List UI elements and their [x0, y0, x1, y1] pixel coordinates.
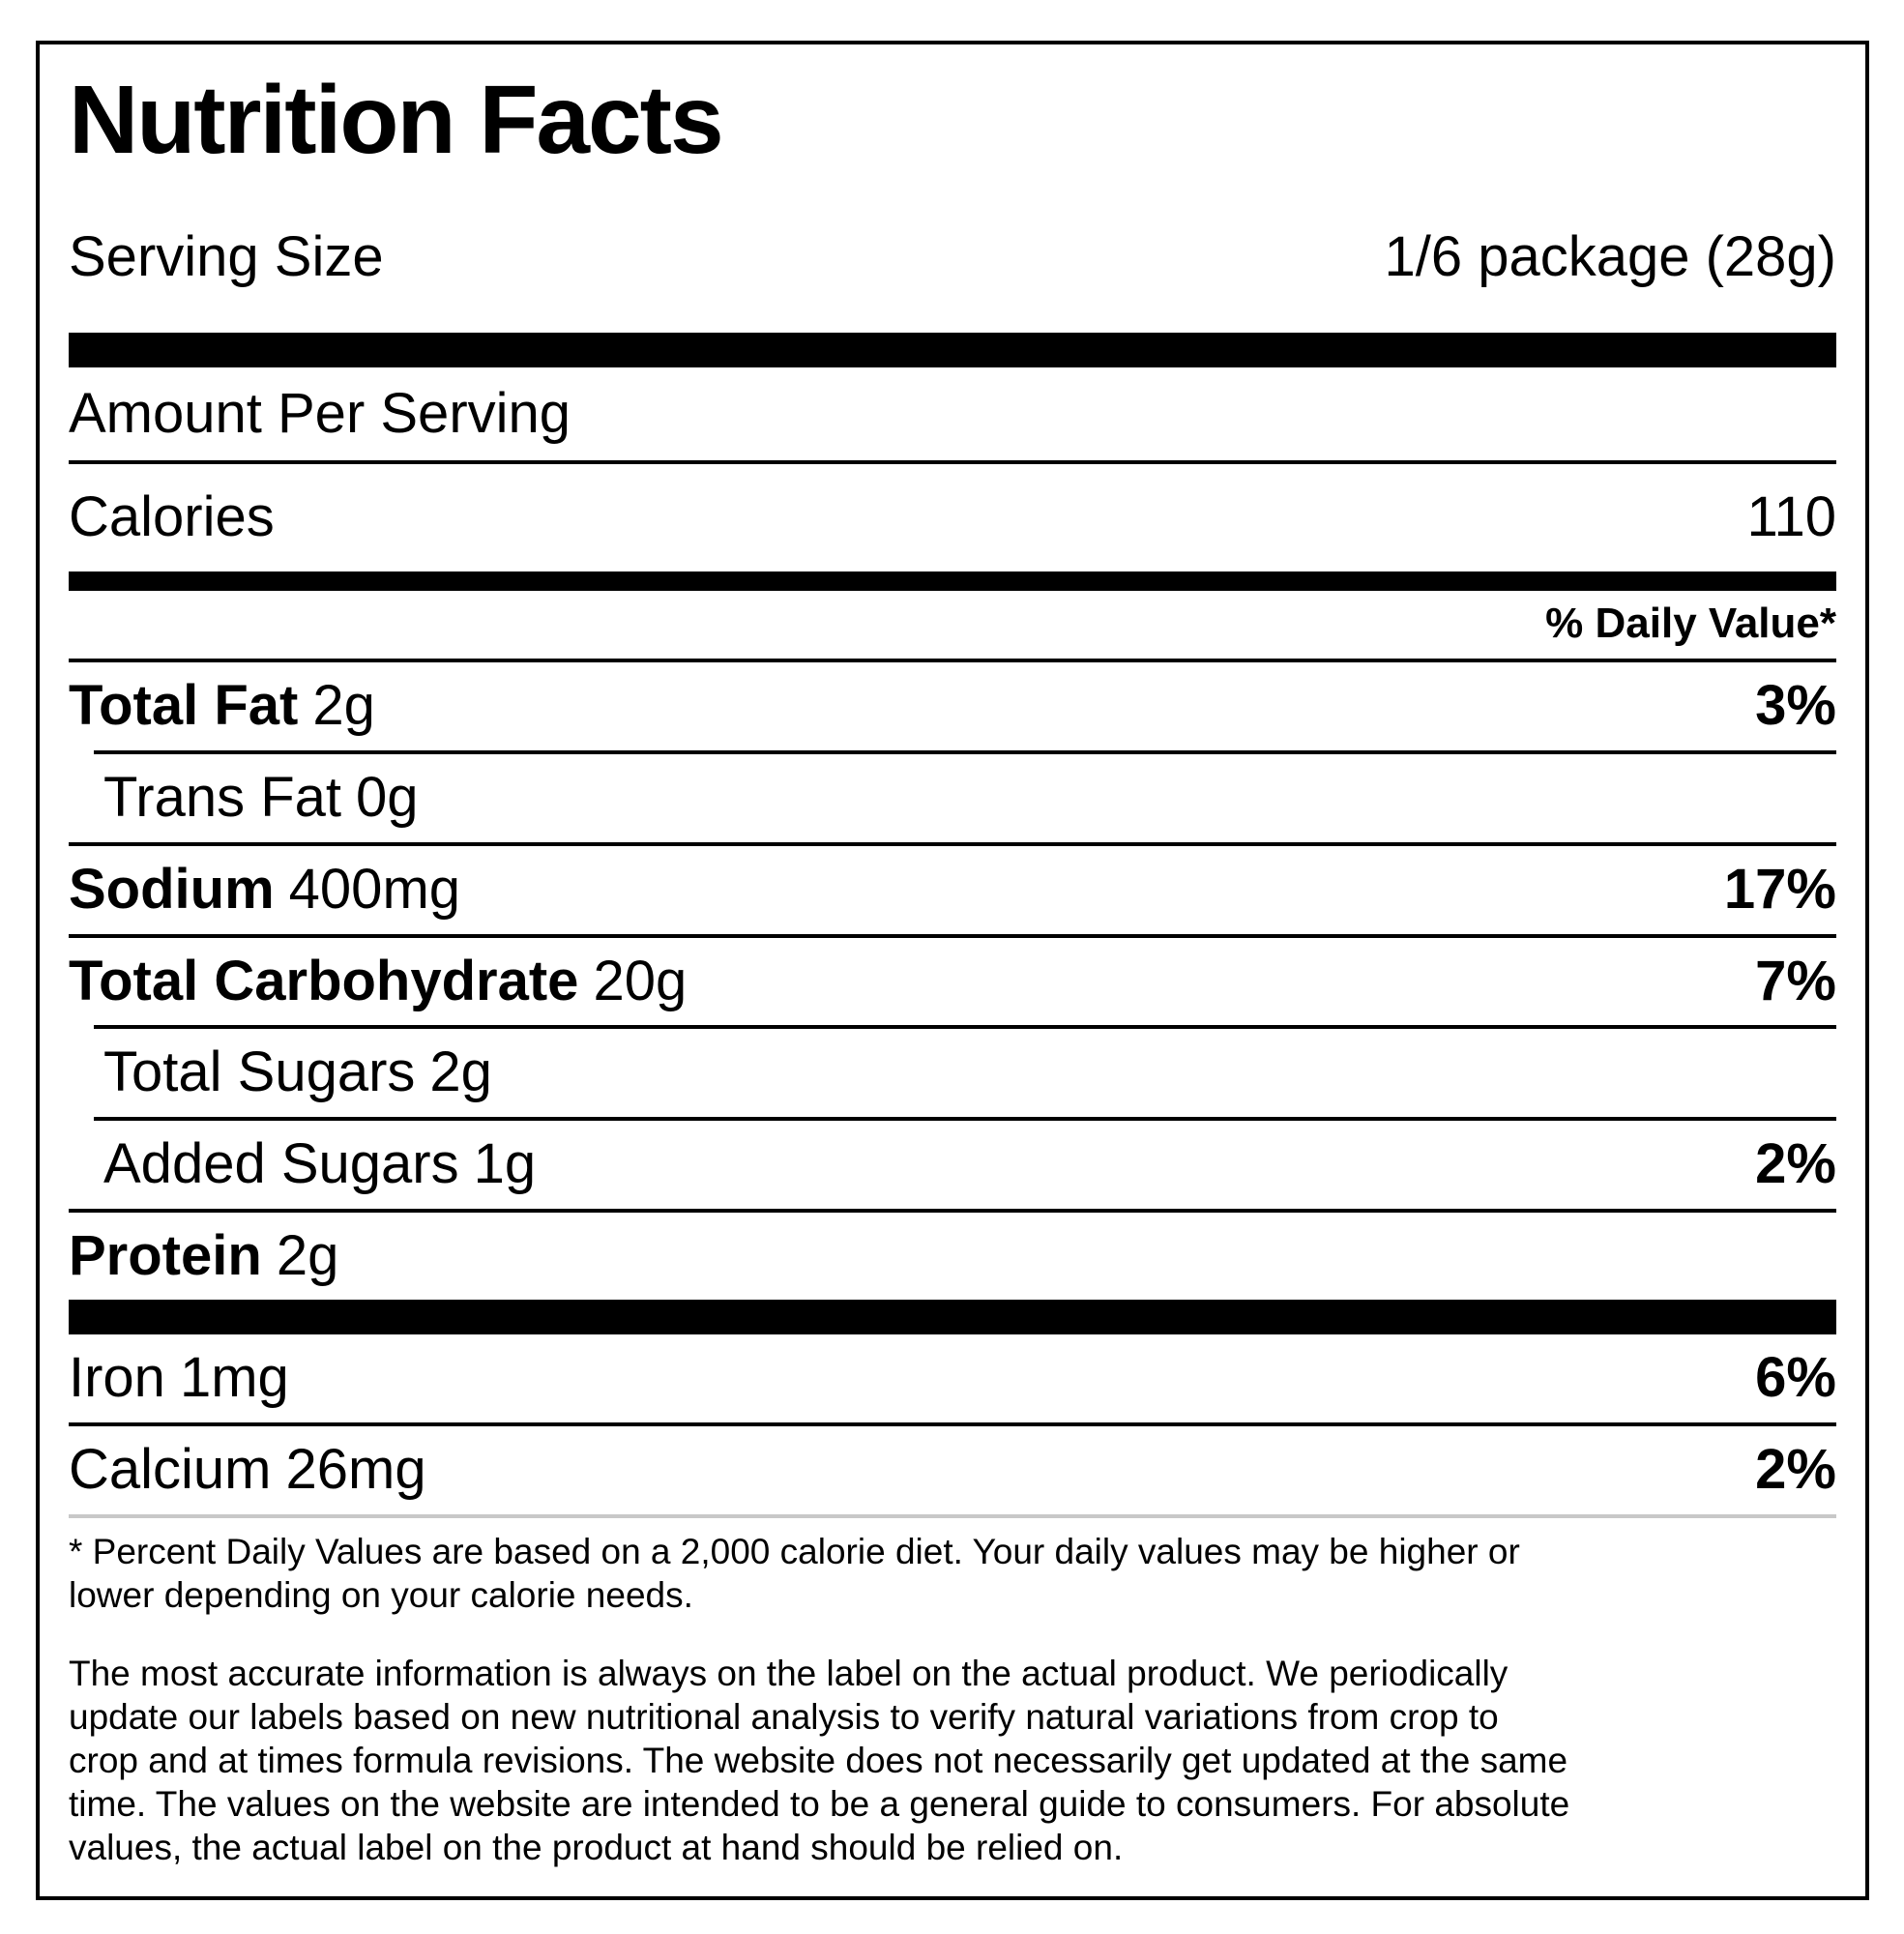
nutrient-row-total-carbohydrate: Total Carbohydrate 20g 7% [69, 938, 1836, 1026]
divider-line [69, 1208, 1836, 1213]
serving-size-row: Serving Size 1/6 package (28g) [69, 225, 1836, 290]
thick-divider-bar-bottom [69, 1300, 1836, 1335]
nutrient-name-amount: Total Fat 2g [69, 674, 375, 738]
nutrient-row-iron: Iron 1mg 6% [69, 1334, 1836, 1422]
nutrient-name-amount: Total Carbohydrate 20g [69, 949, 688, 1012]
daily-value-percent: 3% [1755, 674, 1836, 738]
nutrient-row-total-fat: Total Fat 2g 3% [69, 662, 1836, 750]
nutrient-row-total-sugars: Total Sugars 2g [69, 1029, 1836, 1117]
indented-divider-line [94, 1116, 1836, 1121]
nutrient-name-amount: Iron 1mg [69, 1346, 289, 1410]
divider-line [69, 1421, 1836, 1426]
daily-value-percent: 2% [1755, 1437, 1836, 1501]
calories-value: 110 [1746, 485, 1836, 549]
nutrient-name-amount: Calcium 26mg [69, 1437, 426, 1501]
nutrient-row-protein: Protein 2g [69, 1213, 1836, 1301]
nutrition-facts-label: Nutrition Facts Serving Size 1/6 package… [36, 41, 1869, 1900]
accuracy-disclaimer: The most accurate information is always … [69, 1653, 1570, 1867]
daily-value-percent: 2% [1755, 1131, 1836, 1195]
nutrient-row-sodium: Sodium 400mg 17% [69, 846, 1836, 934]
nutrition-facts-title: Nutrition Facts [69, 66, 724, 174]
calories-label: Calories [69, 485, 275, 549]
daily-value-percent: 6% [1755, 1346, 1836, 1410]
thick-divider-bar-top [69, 332, 1836, 367]
daily-value-footnote: * Percent Daily Values are based on a 2,… [69, 1531, 1520, 1615]
indented-divider-line [94, 1025, 1836, 1030]
nutrient-row-calcium: Calcium 26mg 2% [69, 1426, 1836, 1514]
calories-row: Calories 110 [69, 464, 1836, 571]
divider-line [69, 460, 1836, 465]
divider-line [69, 659, 1836, 663]
divider-line [69, 841, 1836, 846]
daily-value-percent: 7% [1755, 949, 1836, 1012]
serving-size-label: Serving Size [69, 225, 384, 288]
amount-per-serving-label: Amount Per Serving [69, 381, 571, 445]
daily-value-percent: 17% [1723, 857, 1836, 921]
nutrient-row-added-sugars: Added Sugars 1g 2% [69, 1121, 1836, 1209]
indented-divider-line [94, 750, 1836, 755]
nutrient-name-amount: Added Sugars 1g [103, 1131, 537, 1195]
divider-line [69, 933, 1836, 938]
nutrient-name-amount: Trans Fat 0g [103, 766, 419, 830]
gray-divider-line [69, 1513, 1836, 1518]
medium-divider-bar [69, 571, 1836, 592]
daily-value-header: % Daily Value* [1545, 600, 1836, 648]
nutrient-row-trans-fat: Trans Fat 0g [69, 754, 1836, 842]
amount-per-serving-row: Amount Per Serving [69, 367, 1836, 461]
nutrient-name-amount: Total Sugars 2g [103, 1040, 492, 1104]
nutrient-name-amount: Sodium 400mg [69, 857, 461, 921]
nutrient-name-amount: Protein 2g [69, 1223, 339, 1287]
serving-size-value: 1/6 package (28g) [1384, 225, 1836, 288]
